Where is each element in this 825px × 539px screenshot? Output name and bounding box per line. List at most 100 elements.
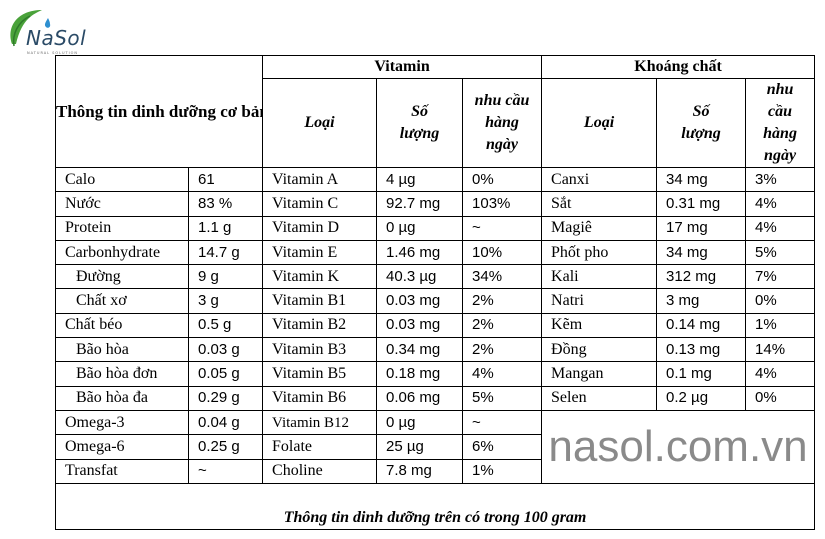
basic-nutrient-name: Bão hòa đơn [55,361,189,387]
mineral-name: Natri [541,288,658,314]
basic-nutrient-name: Protein [55,215,189,241]
mineral-daily-header: nhu cầu hàng ngày [745,78,816,168]
table-row: Chất béo 0.5 g Vitamin B2 0.03 mg 2% Kẽm 0.14 … [55,312,816,339]
vitamin-amount: 40.3 µg [376,264,464,290]
basic-nutrient-name: Bão hòa đa [55,385,189,411]
vitamin-amount-header: Số lượng [376,78,464,168]
vitamin-type-header: Loại [262,78,378,168]
basic-nutrient-name: Omega-3 [55,409,189,436]
table-row: Omega-6 0.25 g Folate 25 µg 6% [55,434,815,460]
vitamin-amount: 0.18 mg [376,361,464,387]
mineral-daily-percent: 7% [745,264,816,290]
table-row: Đường 9 g Vitamin K 40.3 µg 34% Kali 312 mg 7% [55,264,816,290]
watermark: nasol.com.vn [541,409,816,484]
vitamin-amount: 92.7 mg [376,191,464,217]
vitamin-name: Vitamin B1 [262,288,378,314]
table-row: Bão hòa 0.03 g Vitamin B3 0.34 mg 2% Đồng 0.13… [55,337,816,363]
vitamin-daily-percent: 2% [462,312,543,339]
mineral-daily-percent: 4% [745,191,816,217]
basic-nutrient-value: ~ [187,458,264,484]
mineral-amount: 0.1 mg [656,361,747,387]
vitamin-name: Choline [262,458,378,484]
mineral-type-header: Loại [541,78,658,168]
basic-nutrient-value: 83 % [187,191,264,217]
basic-nutrient-value: 0.5 g [187,312,264,339]
vitamin-daily-percent: 5% [462,385,543,411]
vitamin-name: Vitamin B3 [262,337,378,363]
vitamin-daily-percent: 6% [462,434,543,460]
vitamin-amount: 0.06 mg [376,385,464,411]
mineral-daily-percent: 5% [745,239,816,266]
basic-nutrient-value: 3 g [187,288,264,314]
mineral-daily-percent: 0% [745,385,816,411]
vitamin-amount: 25 µg [376,434,464,460]
vitamin-name: Vitamin A [262,166,378,193]
vitamin-daily-percent: 0% [462,166,543,193]
basic-nutrient-value: 9 g [187,264,264,290]
vitamin-amount: 7.8 mg [376,458,464,484]
leaf-icon [10,10,51,47]
vitamin-header: Vitamin [262,55,543,79]
basic-nutrient-value: 0.05 g [187,361,264,387]
mineral-daily-percent: 4% [745,361,816,387]
vitamin-amount: 0.03 mg [376,312,464,339]
table-row: Omega-3 0.04 g Vitamin B12 0 µg ~ nasol.com.v… [55,409,816,484]
mineral-amount: 312 mg [656,264,747,290]
mineral-amount: 3 mg [656,288,747,314]
mineral-amount: 0.13 mg [656,337,747,363]
mineral-daily-percent: 4% [745,215,816,241]
basic-nutrient-name: Chất béo [55,312,189,339]
vitamin-daily-percent: 10% [462,239,543,266]
vitamin-amount: 0.03 mg [376,288,464,314]
vitamin-daily-percent: 4% [462,361,543,387]
mineral-amount: 0.2 µg [656,385,747,411]
mineral-daily-percent: 14% [745,337,816,363]
mineral-name: Kẽm [541,312,658,339]
mineral-amount: 17 mg [656,215,747,241]
basic-nutrient-value: 0.03 g [187,337,264,363]
basic-nutrient-name: Omega-6 [55,434,189,460]
mineral-amount: 34 mg [656,239,747,266]
basic-nutrient-value: 14.7 g [187,239,264,266]
basic-nutrient-name: Carbonhydrate [55,239,189,266]
vitamin-name: Vitamin B5 [262,361,378,387]
mineral-name: Magiê [541,215,658,241]
basic-nutrient-value: 0.29 g [187,385,264,411]
mineral-amount: 0.14 mg [656,312,747,339]
mineral-daily-percent: 3% [745,166,816,193]
mineral-daily-percent: 1% [745,312,816,339]
mineral-daily-percent: 0% [745,288,816,314]
vitamin-name: Folate [262,434,378,460]
basic-nutrient-name: Bão hòa [55,337,189,363]
mineral-name: Mangan [541,361,658,387]
mineral-amount: 0.31 mg [656,191,747,217]
vitamin-amount: 1.46 mg [376,239,464,266]
basic-nutrient-name: Đường [55,264,189,290]
nasol-logo: NaSol NATURAL SOLUTION [4,4,96,55]
table-row: Carbonhydrate 14.7 g Vitamin E 1.46 mg 10% Ph… [55,239,816,266]
basic-nutrient-name: Chất xơ [55,288,189,314]
mineral-amount-header: Số lượng [656,78,747,168]
vitamin-daily-percent: 2% [462,337,543,363]
basic-nutrient-value: 61 [187,166,264,193]
nutrition-table: Thông tin dinh dưỡng cơ bản Vitamin Khoá… [54,55,816,530]
vitamin-amount: 0 µg [376,409,464,436]
table-row: Bão hòa đa 0.29 g Vitamin B6 0.06 mg 5% Selen… [55,385,816,411]
mineral-name: Đồng [541,337,658,363]
vitamin-amount: 0 µg [376,215,464,241]
mineral-name: Selen [541,385,658,411]
mineral-name: Kali [541,264,658,290]
basic-nutrient-name: Nước [55,191,189,217]
vitamin-name: Vitamin E [262,239,378,266]
mineral-name: Phốt pho [541,239,658,266]
vitamin-daily-percent: 1% [462,458,543,484]
vitamin-name: Vitamin D [262,215,378,241]
basic-nutrient-value: 0.04 g [187,409,264,436]
logo-tagline: NATURAL SOLUTION [27,51,79,55]
table-row: Chất xơ 3 g Vitamin B1 0.03 mg 2% Natri 3 mg 0% [55,288,816,314]
footer-note: Thông tin dinh dưỡng trên có trong 100 g… [54,482,816,530]
water-drop-icon [44,18,51,28]
mineral-name: Sắt [541,191,658,217]
vitamin-amount: 0.34 mg [376,337,464,363]
